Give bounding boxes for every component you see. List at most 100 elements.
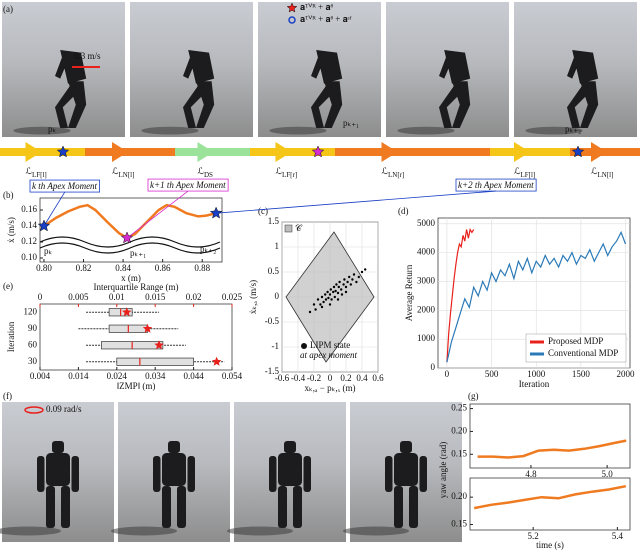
legend-dot — [301, 343, 307, 349]
gait-arrow — [381, 142, 398, 162]
panel-label: (d) — [398, 206, 409, 216]
x-tick-label: 4.8 — [525, 469, 537, 479]
gait-arrow — [112, 142, 128, 162]
y-tick-label: 30 — [28, 356, 38, 366]
x2-tick-label: 0.005 — [68, 292, 89, 302]
gait-sub: LF[l] — [32, 171, 47, 179]
robot-leg — [293, 486, 302, 528]
legend-box — [525, 333, 627, 363]
robot-arm — [183, 55, 196, 79]
point — [334, 289, 337, 293]
point — [349, 283, 352, 286]
robot-arm — [269, 456, 277, 492]
point-label: pₖ₊₁ — [343, 118, 359, 128]
gait-arrow — [275, 142, 292, 162]
robot-shadow — [141, 126, 199, 135]
robot-arm — [153, 456, 161, 492]
gait-sub: LN[l] — [597, 171, 613, 179]
point — [320, 305, 324, 309]
x2-axis-label: Interquartile Range (m) — [94, 282, 179, 292]
gait-symbol: ℒ — [112, 166, 119, 176]
point — [348, 275, 351, 279]
x-tick-label: 0.044 — [183, 371, 204, 381]
x-tick-label: 500 — [485, 369, 499, 379]
robot-arm — [303, 456, 311, 492]
iqr-star — [122, 307, 132, 317]
annotation: k+2 th Apex Moment — [458, 180, 534, 190]
robot-head — [400, 441, 412, 453]
panel-label: (a) — [3, 4, 13, 14]
y-tick-label: -1 — [272, 341, 280, 351]
point — [364, 268, 367, 271]
robot-body — [278, 453, 302, 486]
point-label: pₖ — [44, 246, 53, 256]
x-axis-label: xₖ,ₐ − pₖ,ₓ (m) — [304, 383, 355, 393]
robot-arm — [567, 55, 580, 79]
apex-star — [209, 206, 223, 219]
point — [346, 280, 349, 284]
legend-label: at apex moment — [300, 350, 357, 360]
y-tick-label: 2000 — [417, 304, 436, 314]
box — [116, 357, 194, 366]
robot-leg — [61, 486, 70, 528]
legend-label: LIPM state — [310, 340, 350, 350]
x-axis-label: Iteration — [519, 379, 550, 389]
gait-label: ℒLN[l] — [591, 166, 613, 179]
line — [477, 439, 627, 459]
point — [329, 288, 332, 291]
robot — [269, 50, 343, 135]
robot — [227, 441, 311, 536]
x2-tick-label: 0 — [38, 292, 43, 302]
robot-arm — [37, 456, 45, 492]
gait-sub: LF[r] — [282, 171, 297, 179]
robot-arm — [311, 55, 324, 79]
point — [338, 280, 341, 284]
annotation-arrow — [43, 191, 66, 227]
x-tick-label: 1000 — [527, 369, 546, 379]
y-tick-label: 90 — [28, 323, 38, 333]
robot-arm — [187, 456, 195, 492]
robot-arm — [439, 55, 452, 79]
point — [324, 298, 328, 301]
y-axis-label: Average Return — [404, 264, 414, 321]
gait-arrow — [197, 142, 214, 162]
x-tick-label: -0.4 — [291, 373, 306, 383]
gait-sub: LN[l] — [118, 171, 134, 179]
robot-leg — [439, 81, 465, 128]
legend-circle — [288, 16, 296, 24]
robot — [343, 441, 427, 536]
robot-leg — [177, 486, 186, 528]
gait-arrow — [25, 142, 42, 162]
y-tick-label: 1000 — [417, 333, 436, 343]
point — [324, 293, 327, 296]
x-tick-label: 0.88 — [194, 263, 210, 273]
annotation-arrow — [126, 190, 189, 239]
y-tick-label: 0.25 — [451, 403, 467, 413]
point — [342, 283, 345, 286]
panel-label: (c) — [258, 206, 268, 216]
legend-swatch — [284, 224, 293, 233]
gait-label: ℒLN[l] — [112, 166, 134, 179]
gait-segment — [335, 148, 490, 156]
y-tick-label: 0.5 — [268, 266, 280, 276]
robot-body — [316, 50, 343, 84]
point — [336, 291, 340, 295]
point — [352, 273, 356, 276]
point — [308, 310, 312, 314]
y-tick-label: 0 — [431, 362, 436, 372]
robot-shadow — [525, 126, 583, 135]
x-tick-label: 0 — [445, 369, 450, 379]
gait-label: ℒLF[l] — [514, 166, 535, 179]
x-tick-label: 0.80 — [36, 263, 52, 273]
point — [355, 280, 358, 284]
y-tick-label: 0.12 — [21, 236, 37, 246]
y-tick-label: 1.5 — [268, 216, 280, 226]
x-tick-label: 0.6 — [372, 373, 384, 383]
y-tick-label: 0.10 — [21, 252, 37, 262]
iqr-star — [154, 340, 164, 350]
gait-symbol: ℒ — [198, 166, 205, 176]
gait-symbol: ℒ — [26, 166, 33, 176]
point-label: pₖ — [48, 124, 57, 134]
robot-leg — [46, 486, 55, 528]
